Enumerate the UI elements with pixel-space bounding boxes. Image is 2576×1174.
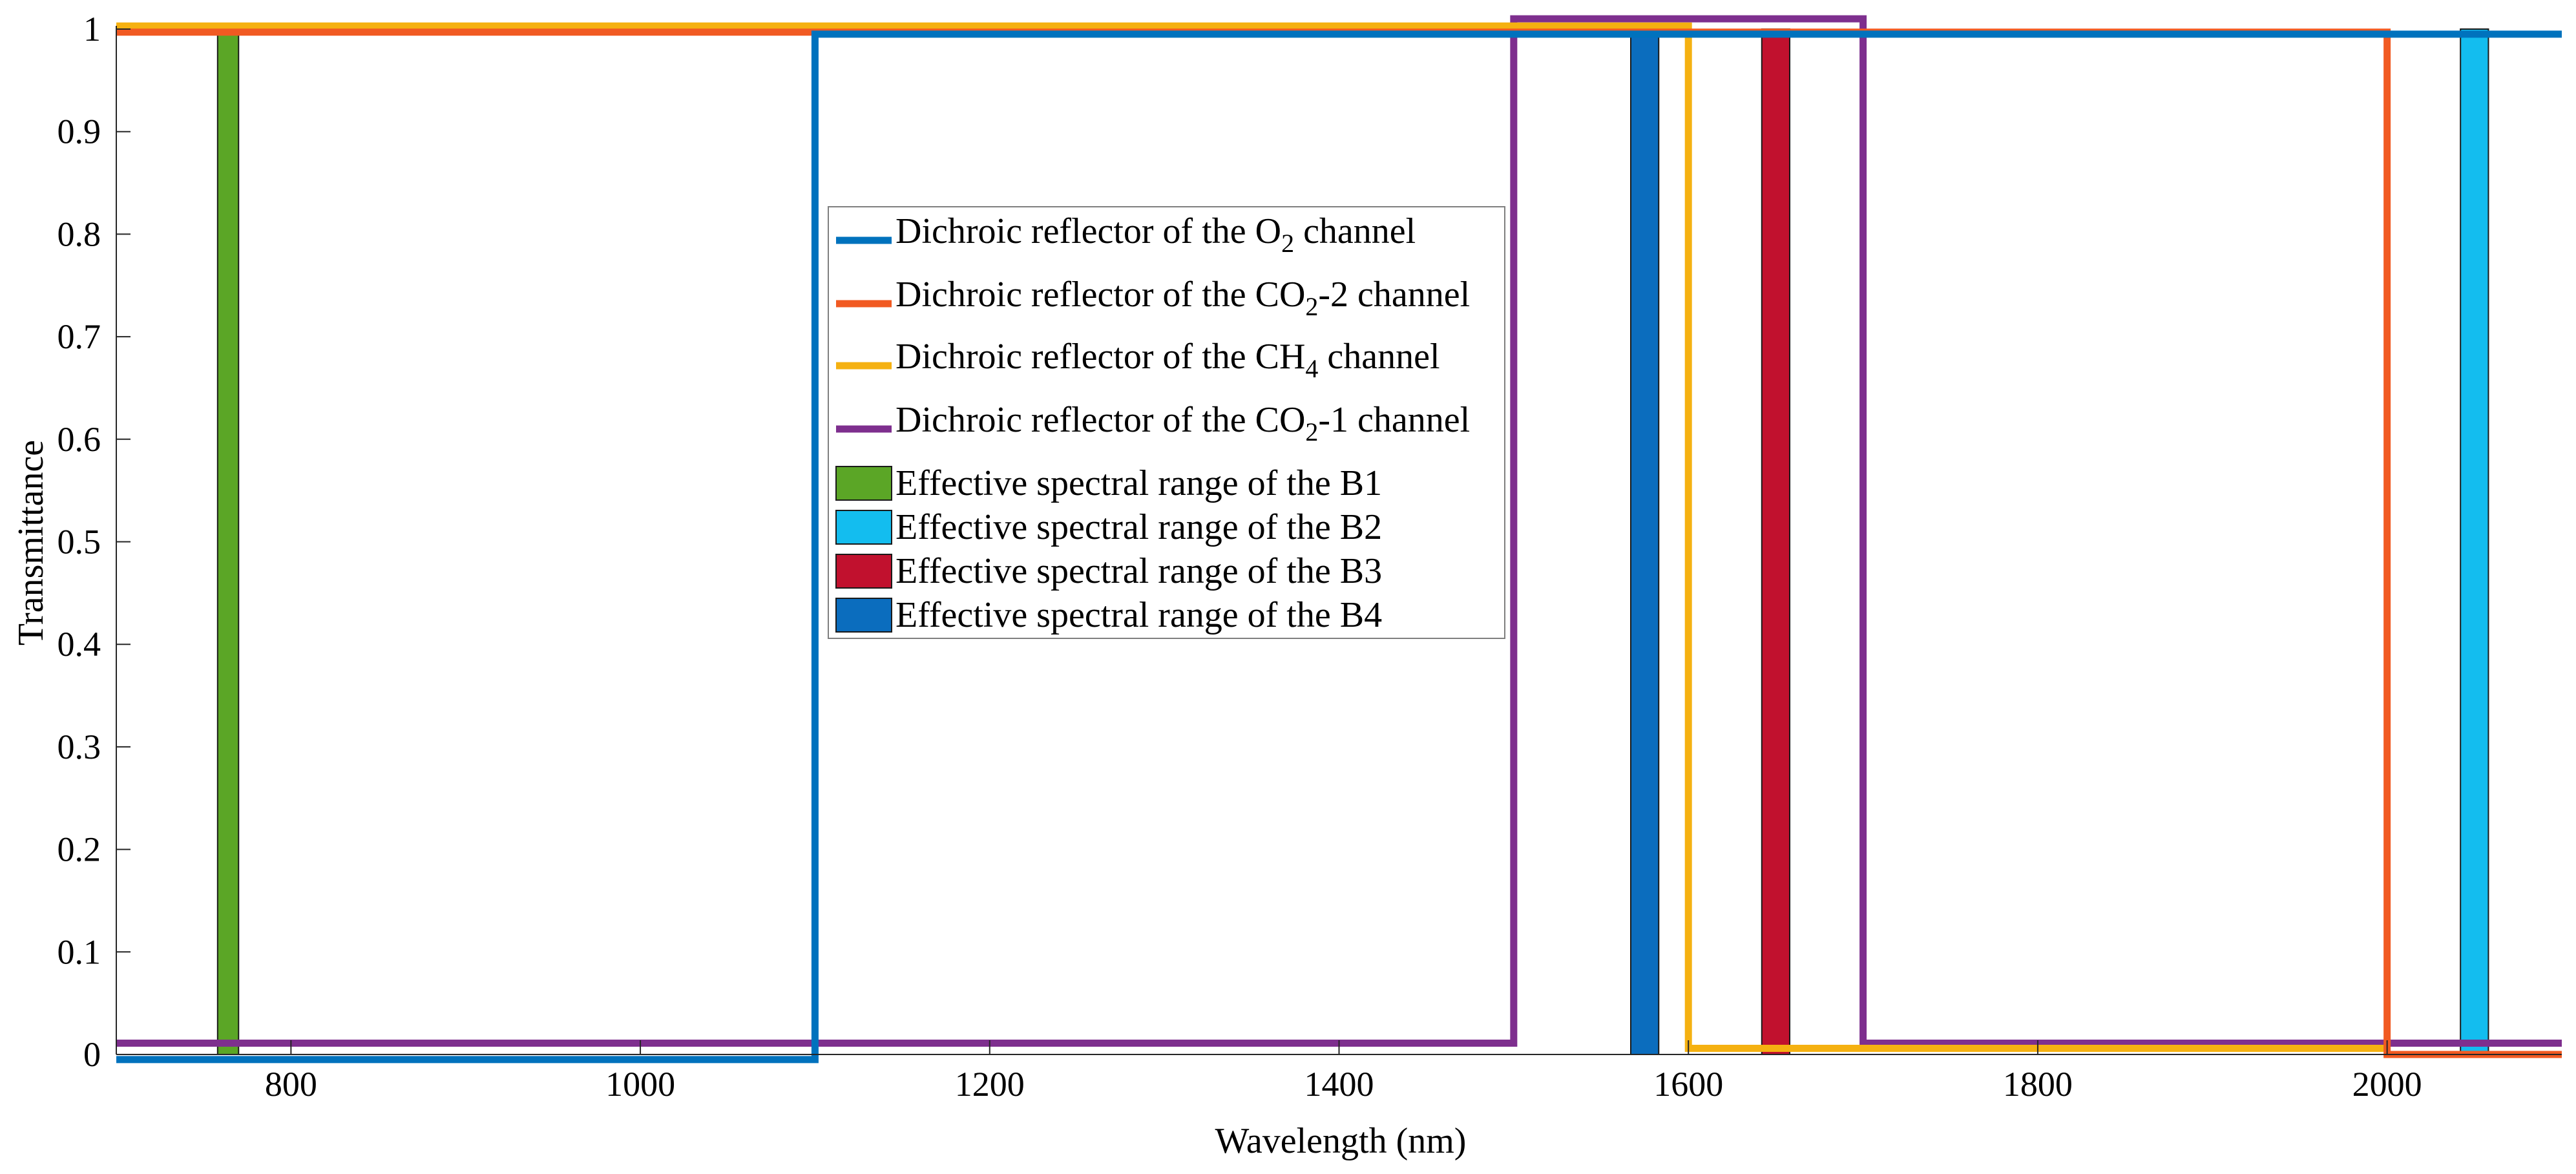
legend-label-b4: Effective spectral range of the B4	[895, 595, 1382, 635]
y-tick-label: 0.3	[58, 728, 101, 766]
y-tick-label: 0.6	[58, 420, 101, 459]
legend-label-o2: Dichroic reflector of the O2 channel	[895, 211, 1416, 258]
series-line-o2	[116, 30, 2562, 1064]
x-tick-label: 1800	[2003, 1065, 2073, 1104]
x-tick-label: 2000	[2352, 1065, 2422, 1104]
legend-label-b2: Effective spectral range of the B2	[895, 507, 1382, 547]
y-tick-label: 0.8	[58, 215, 101, 253]
legend-swatch-b1	[835, 466, 892, 501]
x-tick-label: 800	[265, 1065, 317, 1104]
legend-label-b3: Effective spectral range of the B3	[895, 551, 1382, 591]
y-tick-label: 0.1	[58, 932, 101, 971]
x-tick-label: 1200	[955, 1065, 1025, 1104]
y-tick-label: 0.9	[58, 112, 101, 151]
bar-b3	[1761, 28, 1791, 1055]
bar-b2	[2460, 28, 2489, 1055]
legend: Dichroic reflector of the O2 channel Dich…	[828, 206, 1505, 639]
x-tick-label: 1400	[1304, 1065, 1374, 1104]
x-tick-label: 1000	[605, 1065, 675, 1104]
legend-label-b1: Effective spectral range of the B1	[895, 463, 1382, 503]
y-tick-label: 0.7	[58, 317, 101, 356]
y-tick-label: 0.5	[58, 523, 101, 561]
bar-b4	[1629, 28, 1660, 1055]
legend-label-co2_1: Dichroic reflector of the CO2-1 channel	[895, 400, 1470, 446]
y-axis: 0 0.1 0.2 0.3 0.4 0.5 0.6 0.7 0.8 0.9 1	[58, 10, 131, 1074]
legend-label-ch4: Dichroic reflector of the CH4 channel	[895, 337, 1440, 383]
bar-b1	[216, 28, 240, 1055]
y-axis-label: Transmittance	[11, 440, 51, 645]
y-tick-label: 0	[83, 1035, 101, 1074]
legend-label-co2_2: Dichroic reflector of the CO2-2 channel	[895, 275, 1470, 321]
y-tick-label: 0.2	[58, 830, 101, 869]
y-tick-label: 0.4	[58, 625, 101, 664]
x-axis: 800 1000 1200 1400 1600 1800 2000	[116, 1040, 2562, 1104]
legend-box	[828, 206, 1505, 639]
legend-swatch-b2	[835, 510, 892, 545]
y-tick-label: 1	[83, 10, 101, 48]
series-line-co2_1	[116, 15, 2562, 1047]
legend-swatch-b3	[835, 554, 892, 589]
legend-swatch-b4	[835, 598, 892, 633]
x-axis-label: Wavelength (nm)	[1215, 1121, 1467, 1161]
x-tick-label: 1600	[1653, 1065, 1723, 1104]
